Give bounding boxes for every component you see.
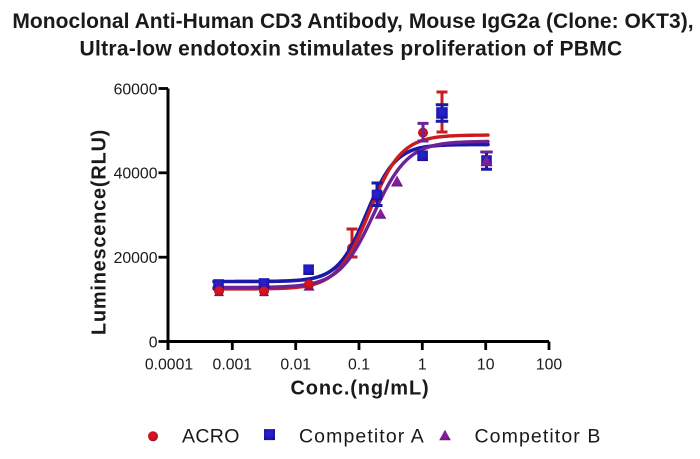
svg-text:0.0001: 0.0001: [145, 356, 194, 373]
svg-text:0.1: 0.1: [348, 356, 370, 373]
svg-text:Luminescence(RLU): Luminescence(RLU): [89, 129, 111, 335]
svg-text:0: 0: [149, 334, 158, 351]
svg-text:10: 10: [477, 356, 495, 373]
svg-text:0.001: 0.001: [213, 356, 253, 373]
svg-text:40000: 40000: [114, 166, 158, 183]
svg-text:Ultra-low endotoxin stimulates: Ultra-low endotoxin stimulates prolifera…: [80, 38, 623, 61]
svg-text:Competitor A: Competitor A: [299, 425, 425, 447]
svg-text:60000: 60000: [114, 81, 158, 98]
svg-text:Monoclonal Anti-Human CD3 Anti: Monoclonal Anti-Human CD3 Antibody, Mous…: [12, 10, 693, 33]
svg-text:20000: 20000: [114, 250, 158, 267]
svg-text:Competitor B: Competitor B: [475, 425, 602, 447]
svg-text:100: 100: [536, 356, 563, 373]
svg-text:Conc.(ng/mL): Conc.(ng/mL): [290, 378, 429, 400]
svg-text:ACRO: ACRO: [182, 425, 240, 447]
svg-text:1: 1: [418, 356, 427, 373]
svg-text:0.01: 0.01: [280, 356, 311, 373]
